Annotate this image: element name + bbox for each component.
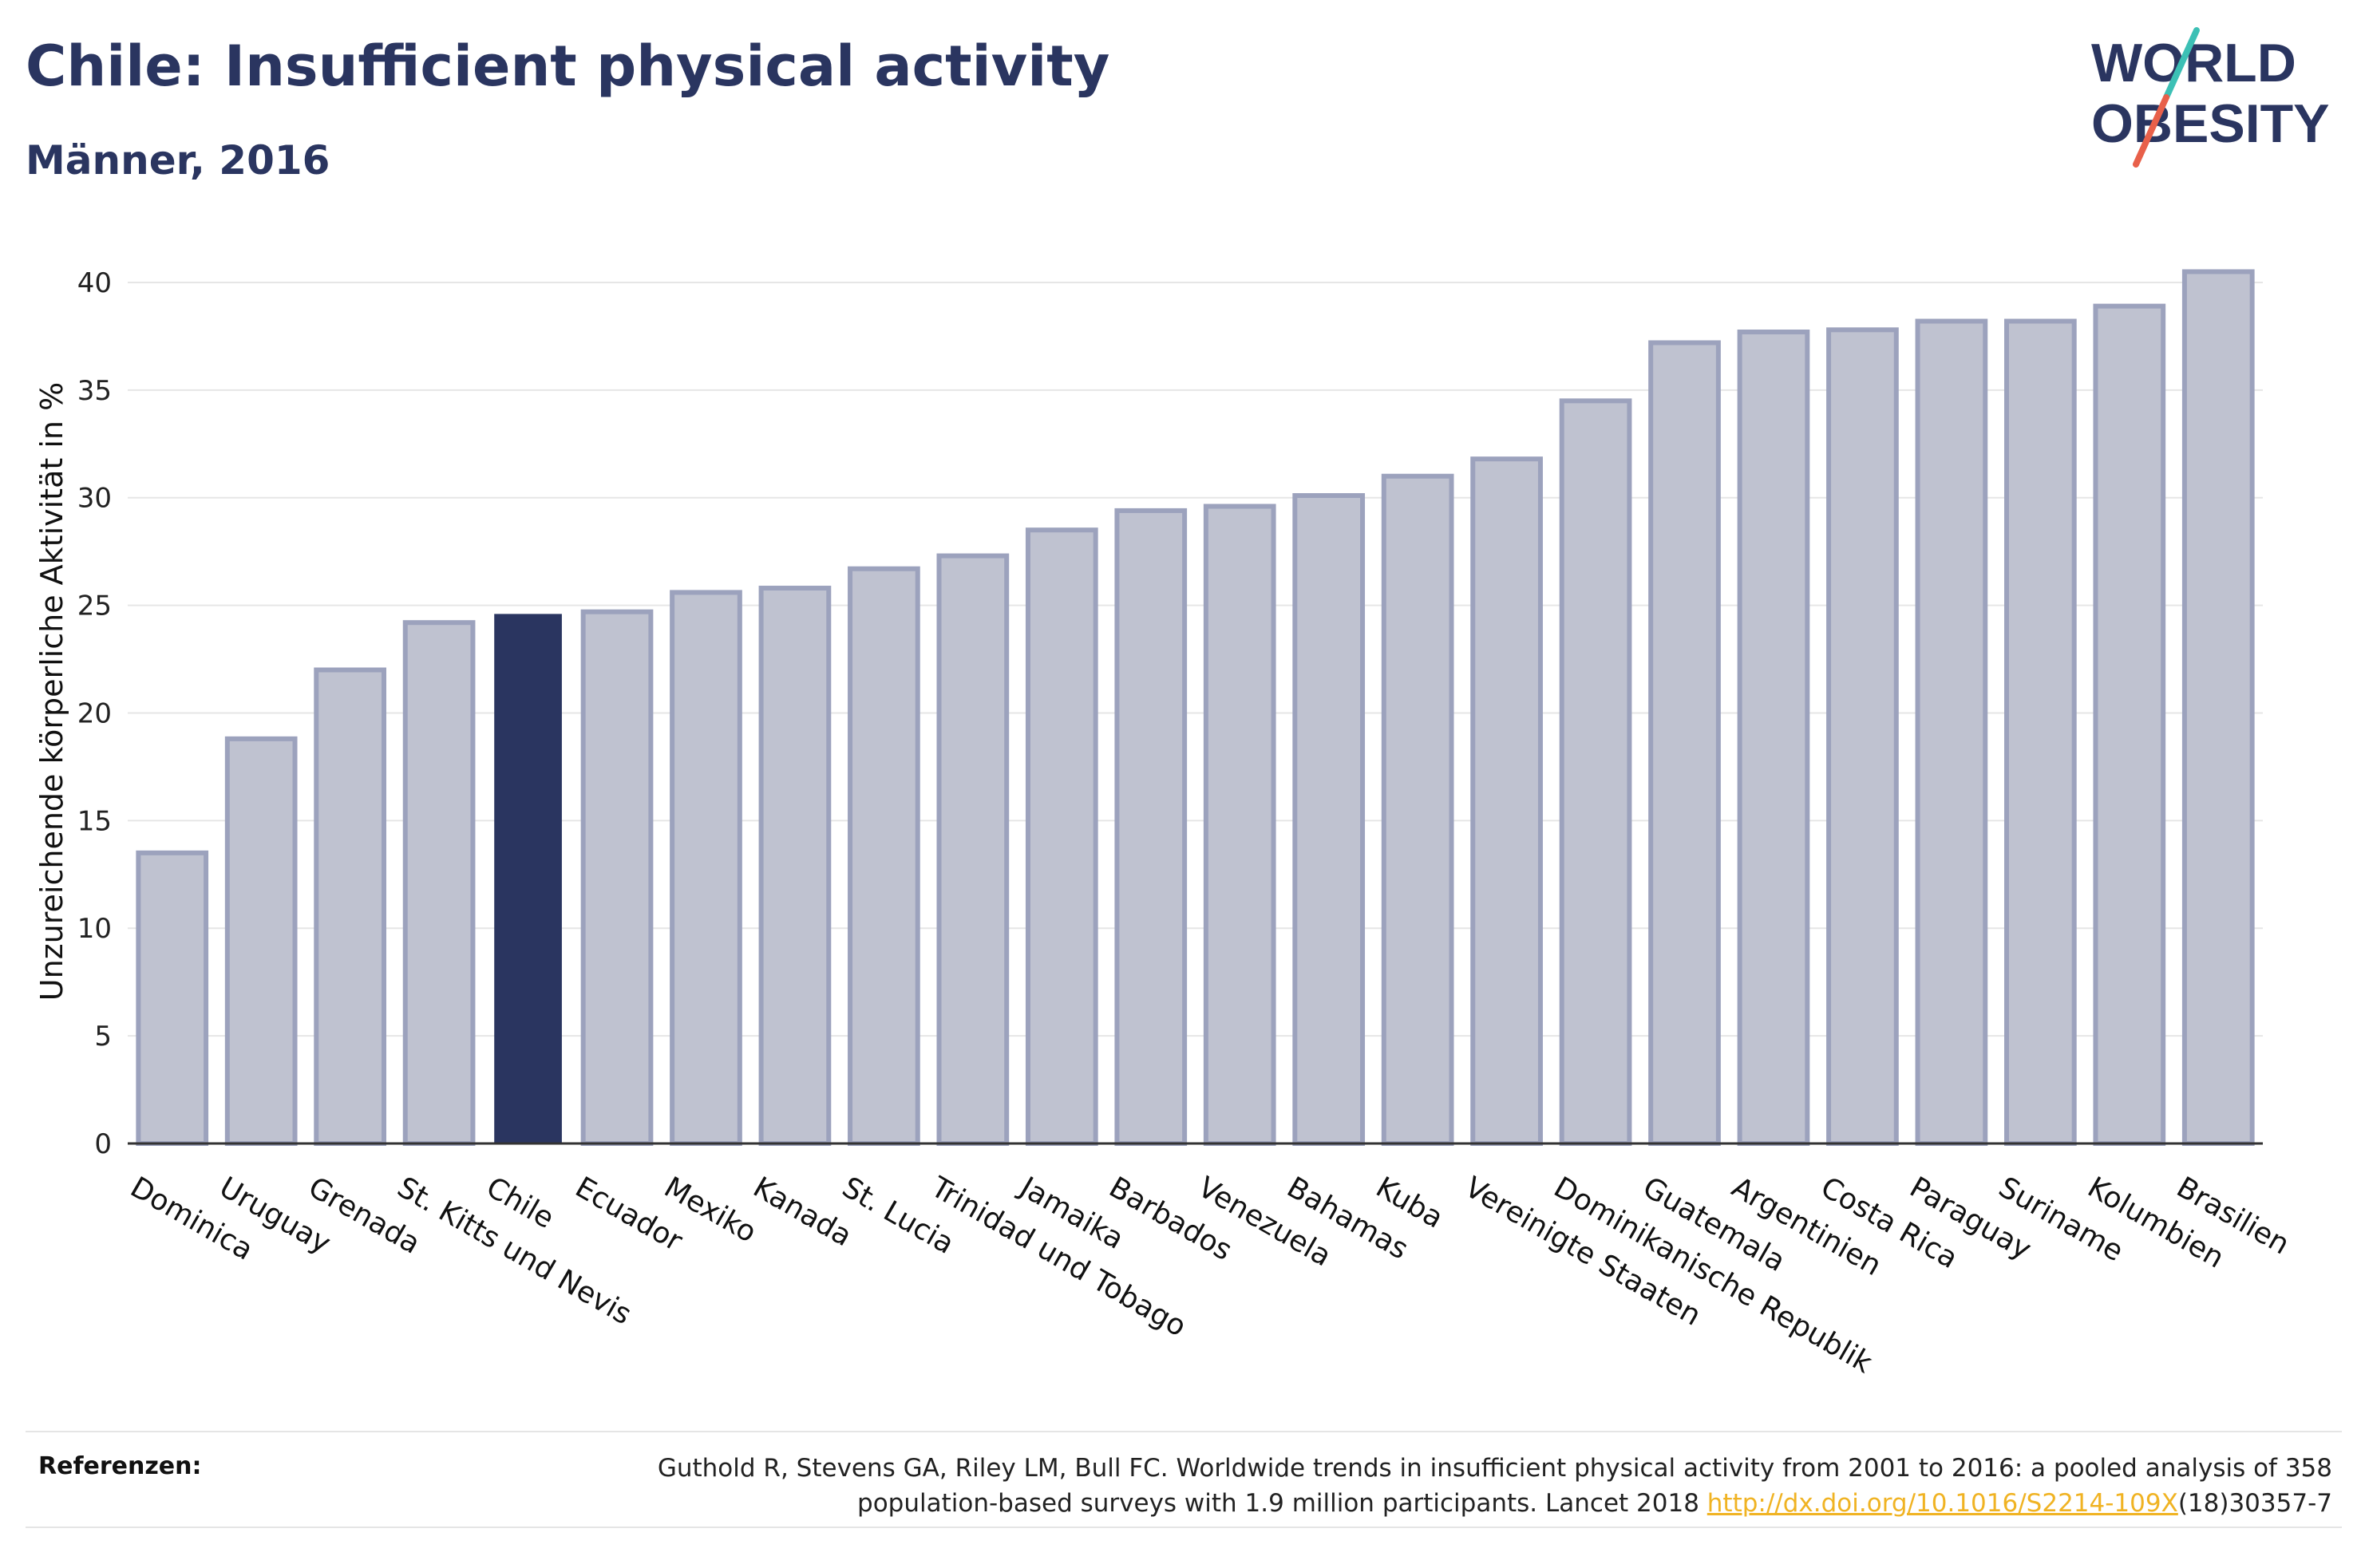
bars [136, 269, 2255, 1147]
bar [1648, 340, 1721, 1146]
y-tick-label: 30 [77, 483, 112, 515]
bar [848, 566, 920, 1146]
references-label: Referenzen: [38, 1452, 202, 1480]
reference-line-2: population-based surveys with 1.9 millio… [496, 1486, 2332, 1521]
reference-line-2-start: population-based surveys with 1.9 millio… [857, 1489, 1707, 1518]
grid-lines [128, 281, 2263, 1037]
bar [1114, 508, 1188, 1146]
bar [1826, 327, 1899, 1146]
references-text: Guthold R, Stevens GA, Riley LM, Bull FC… [496, 1451, 2332, 1521]
y-tick-label: 25 [77, 590, 112, 622]
logo-slash-bottom [2133, 94, 2169, 168]
y-tick-label: 5 [94, 1021, 112, 1053]
bar [2004, 318, 2077, 1146]
bar [1203, 504, 1276, 1146]
bar [1737, 329, 1810, 1146]
bar [758, 586, 832, 1146]
bar [1915, 318, 1988, 1146]
y-tick-label: 40 [77, 267, 112, 299]
bar [1470, 456, 1543, 1146]
reference-divider-top [26, 1431, 2342, 1432]
x-tick-label: Kanada [748, 1171, 857, 1253]
y-tick-label: 15 [77, 805, 112, 837]
bar [1025, 527, 1098, 1146]
bar [2093, 303, 2166, 1146]
y-tick-label: 20 [77, 697, 112, 729]
y-tick-label: 10 [77, 913, 112, 945]
bar [936, 553, 1010, 1146]
reference-line-1: Guthold R, Stevens GA, Riley LM, Bull FC… [657, 1454, 2332, 1483]
bar-chart: 0510152025303540DominicaUruguayGrenadaSt… [34, 267, 2295, 1380]
bar [2181, 269, 2255, 1147]
y-axis-title: Unzureichende körperliche Aktivität in % [34, 382, 69, 1001]
world-obesity-logo: WORLD OBESITY [2091, 27, 2330, 168]
doi-link[interactable]: http://dx.doi.org/10.1016/S2214-109X [1706, 1489, 2178, 1518]
bar [224, 736, 298, 1146]
bar [580, 609, 654, 1146]
bar [402, 620, 476, 1146]
bar [670, 590, 742, 1146]
bar [1292, 493, 1366, 1146]
bar [1559, 398, 1632, 1147]
bar [314, 667, 386, 1146]
y-tick-label: 0 [94, 1128, 112, 1160]
reference-divider-bottom [26, 1527, 2342, 1528]
y-tick-label: 35 [77, 375, 112, 407]
bar [136, 850, 209, 1146]
chart-subtitle: Männer, 2016 [26, 137, 330, 184]
logo-slash-top [2163, 27, 2200, 101]
logo-line2: OBESITY [2091, 93, 2330, 154]
chart-title: Chile: Insufficient physical activity [26, 34, 1110, 99]
bar [1381, 473, 1454, 1146]
reference-line-2-end: (18)30357-7 [2177, 1489, 2332, 1518]
bar-highlight [494, 614, 562, 1143]
